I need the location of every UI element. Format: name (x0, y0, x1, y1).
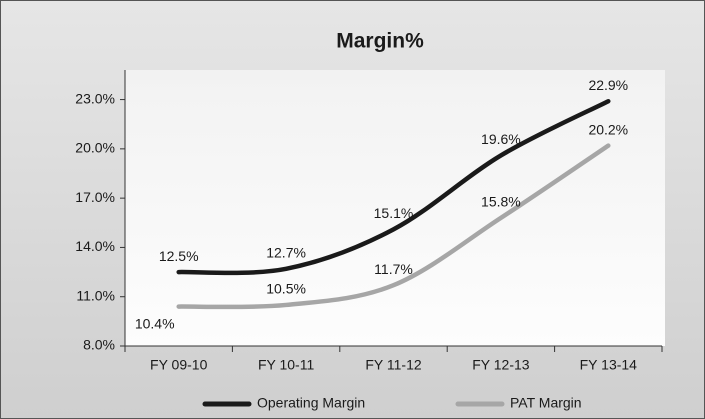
data-label: 20.2% (588, 121, 628, 137)
y-tick-label: 20.0% (75, 140, 115, 156)
data-label: 19.6% (481, 131, 521, 147)
data-label: 15.1% (374, 205, 414, 221)
data-label: 22.9% (588, 77, 628, 93)
x-tick-label: FY 12-13 (472, 357, 530, 373)
y-tick-label: 14.0% (75, 238, 115, 254)
data-label: 10.5% (266, 281, 306, 297)
data-label: 15.8% (481, 194, 521, 210)
data-label: 11.7% (374, 261, 413, 277)
data-label: 12.5% (159, 248, 199, 264)
legend-label: PAT Margin (510, 395, 582, 411)
chart-title: Margin% (336, 30, 424, 53)
y-tick-label: 8.0% (83, 337, 115, 353)
x-tick-label: FY 13-14 (580, 357, 638, 373)
y-tick-label: 11.0% (76, 287, 115, 303)
x-tick-label: FY 11-12 (365, 357, 422, 373)
y-tick-label: 17.0% (75, 189, 115, 205)
y-tick-label: 23.0% (75, 90, 115, 106)
legend-label: Operating Margin (257, 395, 365, 411)
data-label: 12.7% (266, 244, 306, 260)
x-tick-label: FY 09-10 (150, 357, 208, 373)
line (176, 143, 611, 310)
line (176, 98, 611, 276)
x-tick-label: FY 10-11 (258, 357, 315, 373)
data-label: 10.4% (135, 315, 175, 331)
